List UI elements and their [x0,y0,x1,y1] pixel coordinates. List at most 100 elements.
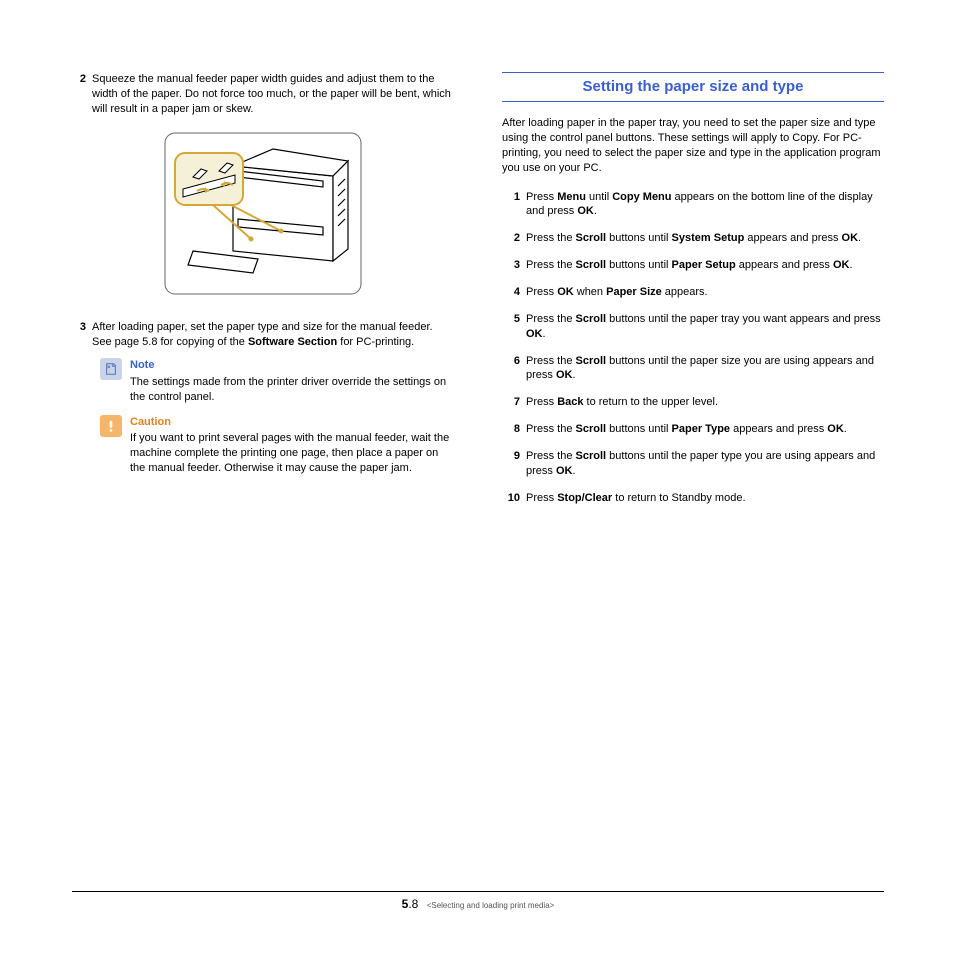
step-number: 8 [502,422,526,437]
caution-text: If you want to print several pages with … [130,431,454,476]
step-number: 1 [502,190,526,220]
step-number: 3 [502,258,526,273]
step: 9Press the Scroll buttons until the pape… [502,449,884,479]
bold: Scroll [576,423,607,435]
bold: Scroll [576,355,607,367]
step: 4Press OK when Paper Size appears. [502,285,884,300]
t: Press the [526,423,576,435]
note-icon [100,358,122,380]
t: . [594,205,597,217]
step-3: 3 After loading paper, set the paper typ… [72,320,454,350]
step: 10Press Stop/Clear to return to Standby … [502,491,884,506]
t: Press the [526,450,576,462]
step-text: Press the Scroll buttons until Paper Typ… [526,422,884,437]
step-text: Press Stop/Clear to return to Standby mo… [526,491,884,506]
t: buttons until the paper tray you want ap… [606,313,881,325]
step: 2Press the Scroll buttons until System S… [502,231,884,246]
printer-illustration [72,131,454,301]
step-number: 2 [72,72,92,117]
t: . [858,232,861,244]
step-number: 7 [502,395,526,410]
t: for PC-printing. [337,336,414,348]
t: buttons until [606,259,671,271]
left-column: 2 Squeeze the manual feeder paper width … [72,72,454,517]
t: appears and press [730,423,827,435]
step-text: Press OK when Paper Size appears. [526,285,884,300]
step-text: Press the Scroll buttons until Paper Set… [526,258,884,273]
step-text: Press the Scroll buttons until System Se… [526,231,884,246]
bold: Paper Setup [672,259,736,271]
step-2: 2 Squeeze the manual feeder paper width … [72,72,454,117]
step-text: After loading paper, set the paper type … [92,320,454,350]
step-text: Press Back to return to the upper level. [526,395,884,410]
t: Press [526,396,557,408]
bold: Stop/Clear [557,492,612,504]
t: to return to Standby mode. [612,492,745,504]
note-body: Note The settings made from the printer … [130,358,454,405]
bold: Paper Size [606,286,662,298]
two-column-layout: 2 Squeeze the manual feeder paper width … [72,72,884,517]
bold: OK [556,369,573,381]
page-footer: 5.8 <Selecting and loading print media> [72,891,884,913]
step-text: Press the Scroll buttons until the paper… [526,449,884,479]
bold: OK [842,232,859,244]
t: . [844,423,847,435]
bold: Paper Type [672,423,731,435]
t: until [586,191,612,203]
step: 1Press Menu until Copy Menu appears on t… [502,190,884,220]
step-text: Squeeze the manual feeder paper width gu… [92,72,454,117]
t: to return to the upper level. [583,396,718,408]
page-sub: .8 [408,897,418,911]
step: 5Press the Scroll buttons until the pape… [502,312,884,342]
intro-paragraph: After loading paper in the paper tray, y… [502,116,884,175]
numbered-steps: 1Press Menu until Copy Menu appears on t… [502,190,884,506]
caution-icon [100,415,122,437]
t: Press [526,492,557,504]
t: Press [526,286,557,298]
t: . [543,328,546,340]
step-text: Press the Scroll buttons until the paper… [526,312,884,342]
t: Press the [526,355,576,367]
t: buttons until [606,232,671,244]
step-number: 3 [72,320,92,350]
t: appears and press [744,232,841,244]
document-page: 2 Squeeze the manual feeder paper width … [72,72,884,882]
step-number: 10 [502,491,526,506]
bold: OK [556,465,573,477]
step: 7Press Back to return to the upper level… [502,395,884,410]
footer-breadcrumb: <Selecting and loading print media> [427,901,555,910]
t: appears and press [736,259,833,271]
step-number: 2 [502,231,526,246]
t: . [849,259,852,271]
section-heading: Setting the paper size and type [502,72,884,102]
note-callout: Note The settings made from the printer … [100,358,454,405]
step-number: 6 [502,354,526,384]
bold: Scroll [576,313,607,325]
bold: System Setup [672,232,745,244]
t: . [572,465,575,477]
bold: Scroll [576,450,607,462]
bold: OK [526,328,543,340]
t: Press [526,191,557,203]
bold: Software Section [248,336,337,348]
step-text: Press the Scroll buttons until the paper… [526,354,884,384]
caution-body: Caution If you want to print several pag… [130,415,454,476]
bold: Copy Menu [612,191,671,203]
step-number: 9 [502,449,526,479]
step: 6Press the Scroll buttons until the pape… [502,354,884,384]
bold: OK [833,259,850,271]
t: buttons until [606,423,671,435]
t: . [572,369,575,381]
bold: Back [557,396,583,408]
right-column: Setting the paper size and type After lo… [502,72,884,517]
bold: Scroll [576,232,607,244]
t: appears. [662,286,708,298]
step-number: 5 [502,312,526,342]
note-title: Note [130,358,454,373]
bold: Menu [557,191,586,203]
step: 8Press the Scroll buttons until Paper Ty… [502,422,884,437]
bold: Scroll [576,259,607,271]
t: Press the [526,259,576,271]
bold: OK [577,205,594,217]
printer-svg [163,131,363,296]
